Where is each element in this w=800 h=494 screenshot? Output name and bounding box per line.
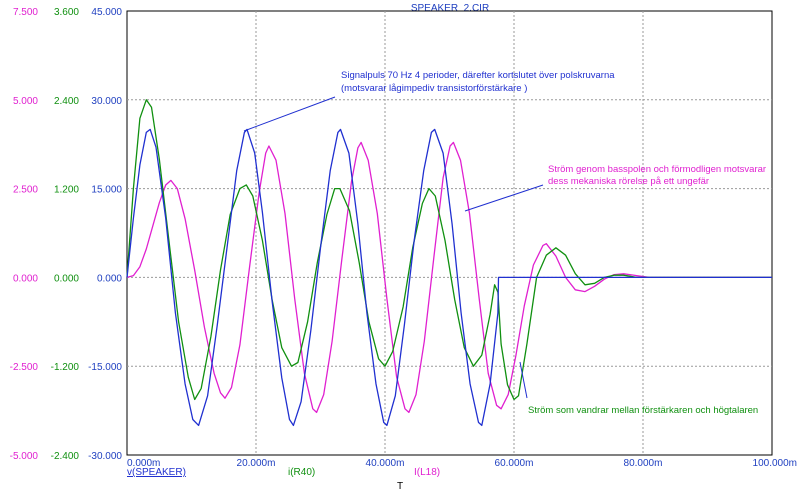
y-tick-label: 30.000 (91, 96, 122, 107)
x-tick-label: 100.000m (753, 458, 797, 469)
legend-label-i-l18: I(L18) (414, 467, 440, 478)
annotation-magenta-line-1: Ström genom basspolen och förmodligen mo… (548, 164, 766, 175)
y-tick-label: -2.400 (51, 451, 80, 462)
y-tick-label: 2.500 (13, 185, 38, 196)
annotation-green-line-1: Ström som vandrar mellan förstärkaren oc… (528, 405, 758, 416)
y-tick-labels: 7.500 5.000 2.500 0.000 -2.500 -5.000 3.600 2.4… (10, 7, 123, 462)
y-tick-label: 1.200 (54, 185, 79, 196)
annotation-blue-line-1: Signalpuls 70 Hz 4 perioder, därefter ko… (341, 70, 615, 81)
annotation-magenta-line-2: dess mekaniska rörelse på ett ungefär (548, 176, 709, 187)
series-lines (126, 99, 772, 427)
y-tick-label: 0.000 (13, 273, 38, 284)
annotation-blue-line-2: (motsvarar lågimpediv transistorförstärk… (341, 83, 527, 94)
chart-title: SPEAKER_2.CIR (411, 3, 489, 14)
y-tick-label: 2.400 (54, 96, 79, 107)
x-tick-label: 20.000m (237, 458, 276, 469)
y-tick-label: 3.600 (54, 7, 79, 18)
y-tick-label: 15.000 (91, 185, 122, 196)
annotation-magenta: Ström genom basspolen och förmodligen mo… (464, 164, 766, 212)
legend-label-v-speaker: v(SPEAKER) (127, 467, 186, 478)
y-tick-label: 0.000 (54, 273, 79, 284)
y-tick-label: -30.000 (88, 451, 122, 462)
x-tick-label: 60.000m (495, 458, 534, 469)
y-tick-label: 0.000 (97, 273, 122, 284)
annotation-magenta-pointer (464, 184, 544, 212)
legend-label-i-r40: i(R40) (288, 467, 315, 478)
annotation-blue: Signalpuls 70 Hz 4 perioder, därefter ko… (243, 70, 615, 132)
y-tick-label: -5.000 (10, 451, 39, 462)
legend: v(SPEAKER) i(R40) I(L18) T (127, 467, 440, 492)
series-line-i-r40 (126, 99, 772, 401)
y-tick-label: -2.500 (10, 362, 39, 373)
x-axis-label: T (397, 481, 403, 492)
plot-area (126, 10, 773, 456)
y-tick-label: 5.000 (13, 96, 38, 107)
x-tick-label: 0.000m (127, 458, 160, 469)
y-tick-label: -1.200 (51, 362, 80, 373)
annotation-green: Ström som vandrar mellan förstärkaren oc… (519, 361, 758, 416)
y-tick-label: 45.000 (91, 7, 122, 18)
x-tick-labels: 0.000m 20.000m 40.000m 60.000m 80.000m 100.00… (127, 458, 797, 469)
annotation-green-pointer (519, 361, 528, 399)
y-tick-label: 7.500 (13, 7, 38, 18)
y-tick-label: -15.000 (88, 362, 122, 373)
x-tick-label: 40.000m (366, 458, 405, 469)
annotation-blue-pointer (243, 96, 336, 132)
series-line-v-speaker (126, 128, 772, 427)
series-line-i-l18 (126, 141, 772, 414)
x-tick-label: 80.000m (624, 458, 663, 469)
